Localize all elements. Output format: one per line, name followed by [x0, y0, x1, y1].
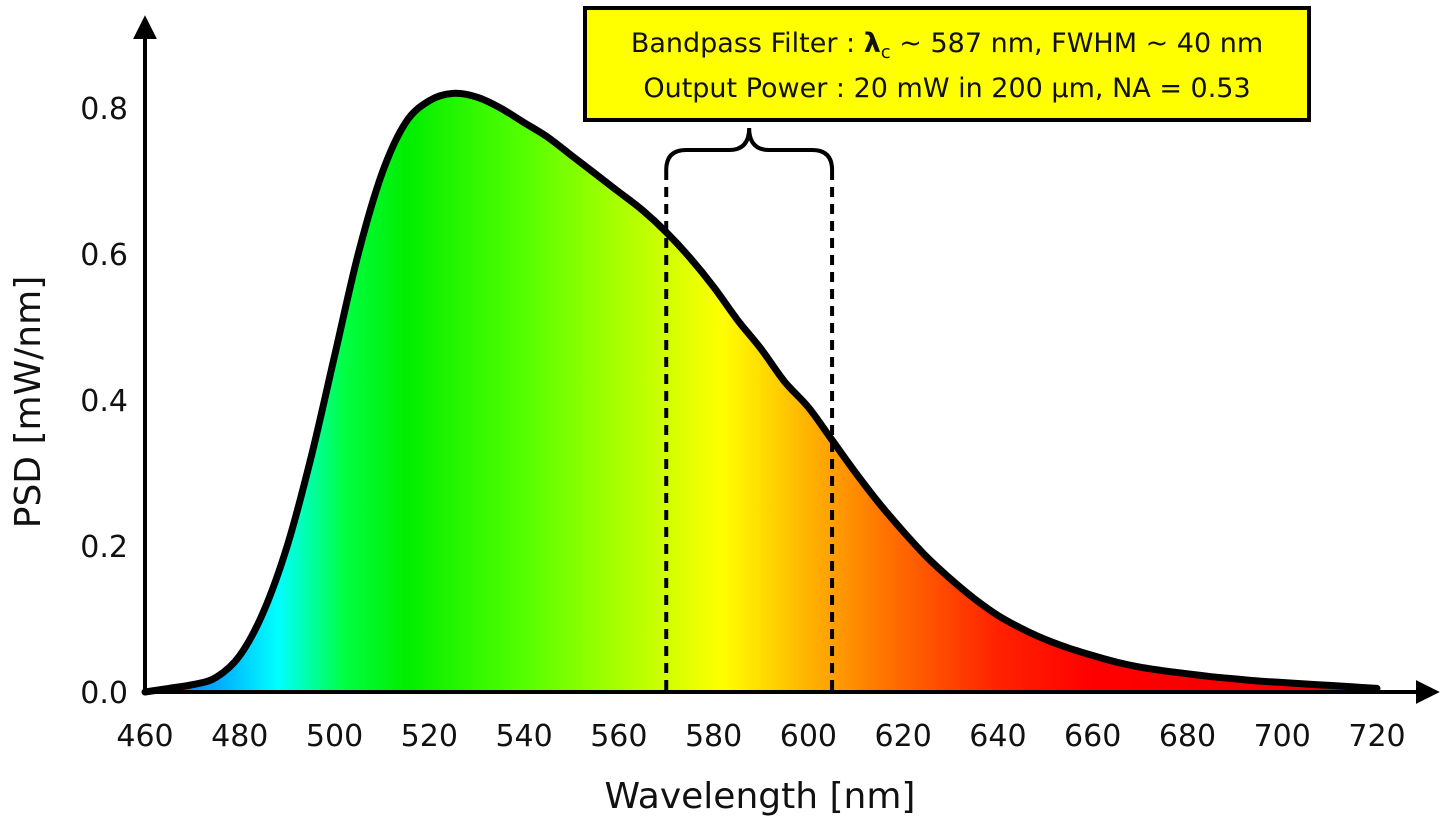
spectrum-area [145, 93, 1377, 692]
y-tick-label: 0.4 [80, 384, 128, 419]
x-tick-label: 460 [116, 719, 173, 754]
y-tick-label: 0.6 [80, 238, 128, 273]
y-tick-labels: 0.0 0.2 0.4 0.6 0.8 [80, 92, 128, 711]
x-axis-title: Wavelength [nm] [605, 776, 916, 817]
y-tick-label: 0.2 [80, 530, 128, 565]
lambda-symbol: λ [864, 28, 881, 59]
y-tick-label: 0.0 [80, 676, 128, 711]
x-tick-label: 640 [969, 719, 1026, 754]
x-tick-label: 700 [1254, 719, 1311, 754]
x-tick-labels: 460 480 500 520 540 560 580 600 620 640 660 680 700 7… [116, 719, 1405, 754]
lambda-subscript: c [881, 42, 891, 63]
annotation-line-1-suffix: ~ 587 nm, FWHM ~ 40 nm [891, 28, 1263, 59]
x-tick-label: 560 [590, 719, 647, 754]
x-tick-label: 720 [1348, 719, 1405, 754]
annotation-background [583, 6, 1311, 122]
x-tick-label: 580 [685, 719, 742, 754]
x-tick-label: 620 [875, 719, 932, 754]
x-tick-label: 660 [1064, 719, 1121, 754]
annotation-line-2: Output Power : 20 mW in 200 μm, NA = 0.5… [643, 73, 1250, 104]
band-brace [664, 127, 835, 171]
spectrum-curve [141, 89, 1381, 696]
x-tick-label: 540 [495, 719, 552, 754]
annotation-box: Bandpass Filter : λc ~ 587 nm, FWHM ~ 40… [583, 6, 1311, 122]
x-tick-label: 680 [1159, 719, 1216, 754]
annotation-line-1: Bandpass Filter : λc ~ 587 nm, FWHM ~ 40… [631, 28, 1263, 63]
y-tick-label: 0.8 [80, 92, 128, 127]
y-axis-title: PSD [mW/nm] [8, 276, 49, 529]
x-tick-label: 600 [780, 719, 837, 754]
annotation-line-1-prefix: Bandpass Filter : [631, 28, 864, 59]
x-tick-label: 520 [401, 719, 458, 754]
x-tick-label: 480 [211, 719, 268, 754]
x-tick-label: 500 [306, 719, 363, 754]
